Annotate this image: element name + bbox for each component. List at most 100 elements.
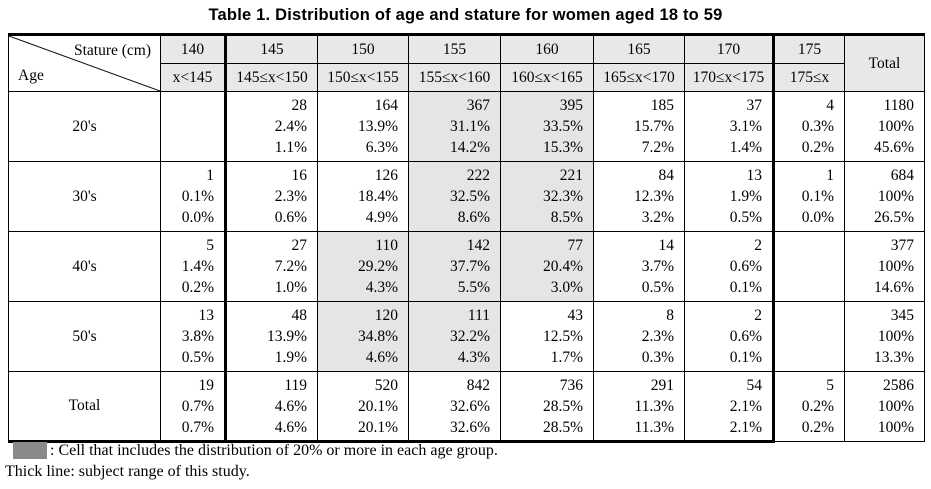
cell-line: 3.8%: [181, 328, 214, 345]
distribution-table: Stature (cm) Age 140 145 150 155 160 165 170 17…: [8, 33, 925, 443]
cell-line: 0.3%: [641, 349, 674, 366]
cell-line: 13.9%: [266, 328, 307, 345]
cell-line: 1.7%: [550, 349, 583, 366]
cell-line: 45.6%: [873, 139, 914, 156]
cell-line: 126: [374, 167, 398, 184]
stature-range-header: 170≤x<175: [684, 63, 774, 92]
cell-line: 120: [374, 307, 398, 324]
cell-line: 5: [206, 237, 214, 254]
cell-line: 1.9%: [274, 349, 307, 366]
cell-line: 37.7%: [449, 258, 490, 275]
cell-line: 3.1%: [729, 118, 762, 135]
cell-line: 4.3%: [457, 349, 490, 366]
cell-line: 32.5%: [449, 188, 490, 205]
cell-line: 32.6%: [449, 397, 490, 415]
data-cell: 8 2.3% 0.3%: [593, 301, 685, 372]
data-cell: 110 29.2% 4.3%: [317, 231, 409, 302]
stature-range-header: 155≤x<160: [408, 63, 501, 92]
cell-line: 0.5%: [181, 349, 214, 366]
cell-line: 8.6%: [457, 209, 490, 226]
legend-shaded-note: : Cell that includes the distribution of…: [5, 440, 498, 461]
cell-line: 16: [291, 167, 308, 184]
cell-line: 377: [890, 237, 914, 254]
data-cell: [160, 91, 226, 162]
stature-value-header: 165: [593, 33, 685, 64]
table-row: 20's 28 2.4% 1.1% 164 13.9% 6.3% 367 31.1% 14.2% 3…: [8, 91, 925, 162]
cell-line: 367: [466, 97, 490, 114]
legend-thick-note: Thick line: subject range of this study.: [5, 463, 250, 480]
row-total-cell: 1180 100% 45.6%: [844, 91, 925, 162]
cell-line: 6.3%: [365, 139, 398, 156]
diagonal-line-icon: [11, 37, 160, 91]
cell-line: 7.2%: [274, 258, 307, 275]
cell-line: 110: [375, 237, 398, 254]
cell-line: 0.6%: [729, 328, 762, 345]
cell-line: 37: [746, 97, 763, 114]
row-total-cell: 684 100% 26.5%: [844, 161, 925, 232]
data-cell: 1 0.1% 0.0%: [160, 161, 226, 232]
data-cell: 48 13.9% 1.9%: [224, 301, 318, 372]
cell-line: 31.1%: [449, 118, 490, 135]
data-cell: 13 3.8% 0.5%: [160, 301, 226, 372]
cell-line: 0.5%: [641, 279, 674, 296]
cell-line: 736: [559, 376, 583, 394]
data-cell: 126 18.4% 4.9%: [317, 161, 409, 232]
age-axis-label: Age: [18, 67, 44, 84]
data-cell: 120 34.8% 4.6%: [317, 301, 409, 372]
cell-line: 221: [559, 167, 583, 184]
data-cell: 222 32.5% 8.6%: [408, 161, 501, 232]
data-cell: 2 0.6% 0.1%: [684, 231, 774, 302]
cell-line: 1180: [883, 97, 914, 114]
data-cell: 111 32.2% 4.3%: [408, 301, 501, 372]
cell-line: 0.7%: [181, 418, 214, 436]
cell-line: 20.1%: [357, 418, 398, 436]
data-cell: 119 4.6% 4.6%: [224, 371, 318, 443]
table-body: 20's 28 2.4% 1.1% 164 13.9% 6.3% 367 31.1% 14.2% 3…: [8, 91, 925, 443]
stature-range-header: x<145: [160, 63, 226, 92]
cell-line: 14: [658, 237, 675, 254]
cell-line: 19: [198, 376, 215, 394]
row-label: 30's: [8, 161, 161, 232]
cell-line: 0.0%: [181, 209, 214, 226]
cell-line: 14.6%: [873, 279, 914, 296]
cell-line: 54: [746, 376, 763, 394]
data-cell: 28 2.4% 1.1%: [224, 91, 318, 162]
cell-line: 29.2%: [357, 258, 398, 275]
cell-line: 28.5%: [542, 397, 583, 415]
cell-line: 0.7%: [181, 397, 214, 415]
cell-line: 2.1%: [729, 418, 762, 436]
cell-line: 13.9%: [357, 118, 398, 135]
data-cell: 367 31.1% 14.2%: [408, 91, 501, 162]
cell-line: 4.6%: [274, 397, 307, 415]
cell-line: 13: [198, 307, 215, 324]
cell-line: 5: [826, 377, 834, 394]
table-row: 50's 13 3.8% 0.5% 48 13.9% 1.9% 120 34.8% 4.6% 111…: [8, 301, 925, 372]
data-cell: 43 12.5% 1.7%: [500, 301, 594, 372]
row-label: 50's: [8, 301, 161, 372]
table-title: Table 1. Distribution of age and stature…: [208, 6, 723, 24]
corner-cell: Stature (cm) Age: [8, 33, 161, 92]
cell-line: 0.5%: [729, 209, 762, 226]
cell-line: 32.3%: [542, 188, 583, 205]
cell-line: 1: [826, 167, 834, 184]
stature-value-header: 140: [160, 33, 226, 64]
cell-line: 0.1%: [729, 279, 762, 296]
cell-line: 15.3%: [542, 139, 583, 156]
cell-line: 34.8%: [357, 328, 398, 345]
cell-line: 2586: [883, 377, 914, 394]
cell-line: 0.2%: [801, 419, 834, 436]
stature-value-header: 170: [684, 33, 774, 64]
row-total-cell: 2586 100% 100%: [844, 371, 925, 442]
cell-line: 0.2%: [181, 279, 214, 296]
total-col-header: Total: [844, 33, 925, 92]
cell-line: 20.4%: [542, 258, 583, 275]
data-cell: 37 3.1% 1.4%: [684, 91, 774, 162]
cell-line: 7.2%: [641, 139, 674, 156]
cell-line: 0.1%: [801, 188, 834, 205]
cell-line: 100%: [877, 419, 914, 436]
data-cell: 164 13.9% 6.3%: [317, 91, 409, 162]
stature-range-header: 160≤x<165: [500, 63, 594, 92]
cell-line: 222: [466, 167, 490, 184]
data-cell: 520 20.1% 20.1%: [317, 371, 409, 443]
